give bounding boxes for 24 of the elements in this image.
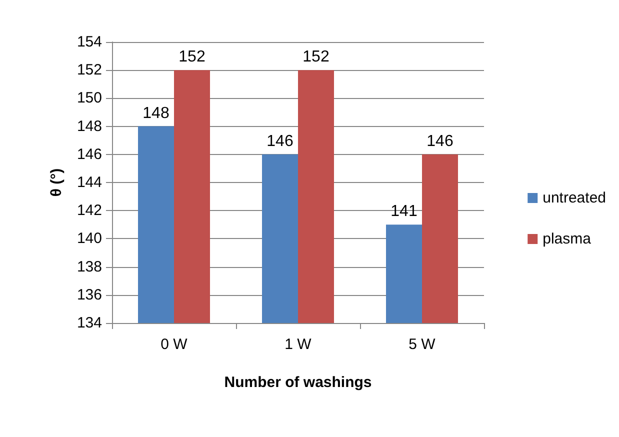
- y-tick-label: 152: [76, 62, 102, 79]
- y-tick-label: 136: [76, 286, 102, 304]
- y-tick-label: 150: [76, 90, 102, 107]
- data-label: 148: [142, 104, 170, 122]
- data-label: 141: [390, 203, 418, 220]
- data-label: 152: [178, 48, 206, 66]
- y-tick-label: 148: [76, 118, 102, 135]
- x-tick-label: 0 W: [160, 336, 188, 353]
- y-tick-label: 144: [76, 174, 102, 191]
- x-tick-label: 5 W: [408, 336, 436, 353]
- y-tick-label: 140: [76, 230, 102, 248]
- y-tick-label: 142: [76, 202, 102, 220]
- legend-label: untreated: [542, 190, 606, 206]
- x-tick-label: 1 W: [284, 336, 312, 353]
- data-label: 146: [426, 132, 454, 150]
- data-label: 152: [302, 48, 330, 66]
- y-tick-label: 154: [76, 34, 102, 50]
- y-tick-label: 138: [76, 258, 102, 276]
- x-axis-title: Number of washings: [224, 374, 372, 391]
- y-axis-title: θ (°): [48, 168, 65, 197]
- data-label: 146: [266, 132, 294, 150]
- y-tick-label: 146: [76, 146, 102, 163]
- y-tick-label: 134: [76, 314, 102, 332]
- legend-label: plasma: [542, 230, 592, 248]
